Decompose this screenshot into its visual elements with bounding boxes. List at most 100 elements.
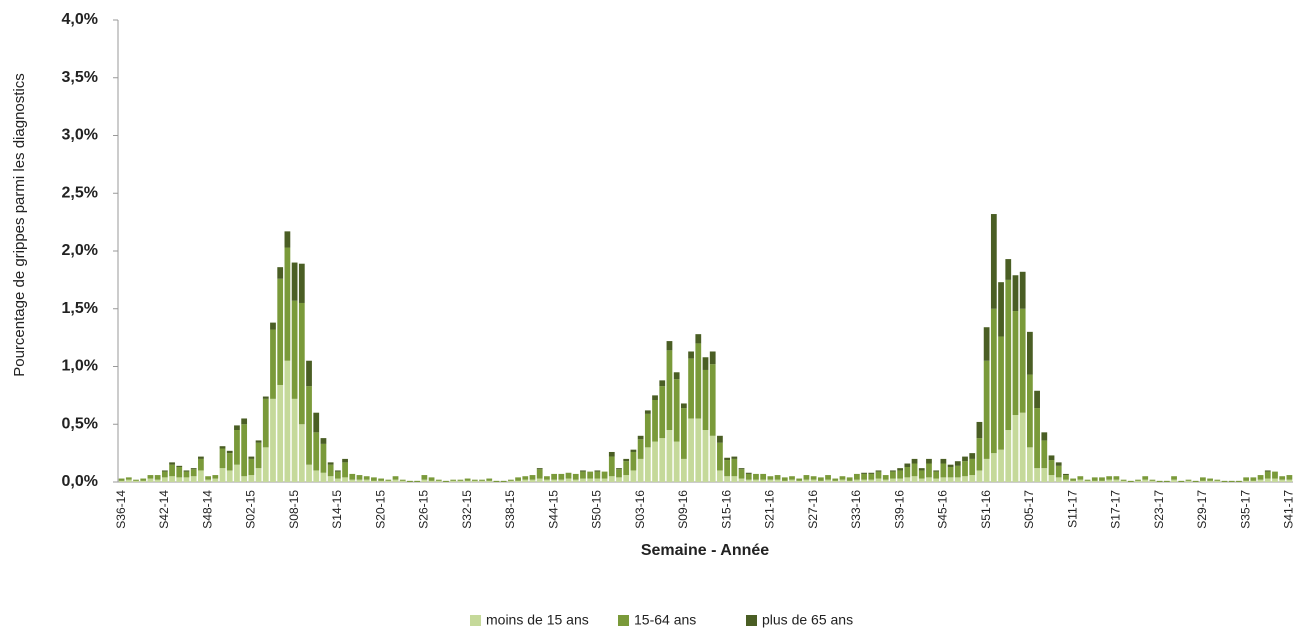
bar-segment [133,479,139,481]
bar-segment [1070,480,1077,482]
bar-segment [724,460,731,477]
x-tick-label: S39-16 [892,490,906,529]
bar-segment [298,302,305,425]
bar-segment [947,477,954,482]
bar-segment [608,451,615,457]
bar-segment [262,398,269,448]
bar-segment [990,453,997,482]
bar-segment [378,480,384,482]
bar-segment [753,473,759,480]
bar-segment [544,479,550,482]
y-tick-label: 1,5% [62,300,98,317]
bar-segment [147,478,154,482]
bar-segment [1272,471,1278,479]
bar-segment [616,469,622,478]
bar-segment [1063,479,1069,482]
bar-segment [457,480,464,482]
bar-segment [313,470,320,482]
bar-segment [926,458,932,464]
bar-segment [1178,480,1185,482]
bar-segment [1200,477,1206,481]
bar-segment [839,476,846,480]
bar-segment [536,478,543,482]
bar-segment [298,424,305,482]
bar-segment [1113,476,1120,480]
bar-segment [198,458,204,471]
bar-segment [983,360,990,459]
bar-segment [291,398,298,482]
bar-segment [680,458,687,482]
bar-segment [558,479,565,482]
bar-segment [450,480,457,482]
bar-segment [1048,475,1055,482]
bar-segment [644,413,651,448]
legend-label: 15-64 ans [634,612,696,628]
bar-segment [861,472,867,474]
bar-segment [363,479,370,482]
bar-segment [623,461,630,476]
bar-segment [1257,479,1264,482]
bar-segment [969,453,976,459]
bar-segment [169,464,175,477]
bar-segment [1048,455,1055,461]
bar-segment [154,479,161,482]
bar-segment [724,476,731,482]
bar-segment [414,480,421,482]
x-tick-label: S02-15 [244,490,258,529]
bar-segment [551,473,558,480]
bar-segment [637,439,644,459]
bar-segment [911,476,918,482]
bar-segment [717,470,723,482]
bar-segment [1243,477,1250,481]
bar-segment [118,478,125,481]
bar-segment [962,476,968,482]
bar-segment [1070,478,1077,481]
bar-segment [226,453,233,471]
x-tick-label: S42-14 [157,490,171,529]
bar-segment [183,470,190,472]
bar-segment [320,443,327,473]
x-tick-label: S21-16 [763,490,777,529]
bar-segment [234,425,240,431]
bar-segment [284,231,291,248]
bar-segment [868,472,875,474]
bar-segment [544,476,550,480]
bar-segment [745,472,752,474]
x-tick-label: S05-17 [1022,490,1036,529]
bar-segment [976,421,983,439]
bar-segment [1063,473,1069,476]
bar-segment [1091,477,1098,481]
bar-segment [1005,259,1012,280]
bar-segment [270,322,276,330]
y-axis-title: Pourcentage de grippes parmi les diagnos… [11,73,28,377]
bar-segment [248,475,255,482]
bar-segment [630,451,637,471]
bar-segment [789,479,795,482]
x-tick-label: S35-17 [1238,490,1252,529]
bar-segment [1120,479,1127,481]
bar-segment [760,473,767,480]
bar-segment [731,458,738,477]
bar-segment [868,473,875,480]
bar-segment [1214,479,1221,481]
bar-segment [817,477,824,481]
bar-segment [1207,478,1213,481]
bar-segment [241,418,248,425]
bar-segment [1156,480,1163,482]
y-tick-label: 2,5% [62,184,98,201]
bar-segment [1048,460,1055,476]
bar-segment [1041,468,1048,482]
bar-segment [969,458,976,476]
bar-segment [572,473,579,480]
bar-segment [1106,479,1113,482]
bar-segment [825,479,831,482]
bar-segment [702,369,709,431]
bar-segment [371,480,377,482]
bar-segment [731,476,738,482]
bar-segment [1012,415,1019,482]
bar-segment [673,441,680,482]
bar-segment [342,462,348,478]
bar-segment [983,458,990,482]
bar-segment [853,473,860,480]
bar-segment [926,477,932,482]
